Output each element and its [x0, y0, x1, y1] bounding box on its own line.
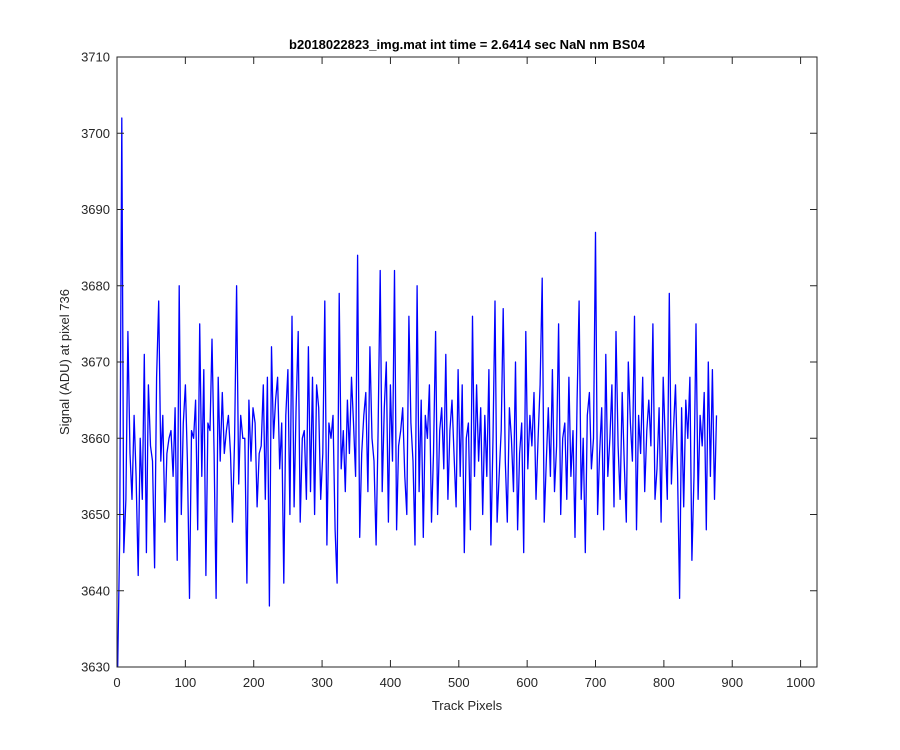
- x-tick-label: 200: [243, 675, 265, 690]
- y-tick-label: 3650: [81, 507, 110, 522]
- series-layer: [117, 117, 718, 668]
- y-tick-label: 3640: [81, 583, 110, 598]
- y-tick-label: 3700: [81, 126, 110, 141]
- x-tick-label: 400: [380, 675, 402, 690]
- plot-area: [117, 57, 817, 667]
- y-tick-label: 3690: [81, 202, 110, 217]
- series-line-0: [117, 117, 718, 668]
- x-axis-label: Track Pixels: [432, 698, 503, 713]
- ticks-layer: 0 100 200 300 400 500 600 700 800 900 1000 3630 3640…: [81, 50, 817, 690]
- x-tick-label: 1000: [786, 675, 815, 690]
- axes-box: [116, 56, 818, 668]
- y-tick-label: 3630: [81, 660, 110, 675]
- y-tick-label: 3710: [81, 50, 110, 65]
- x-tick-label: 100: [175, 675, 197, 690]
- x-tick-label: 500: [448, 675, 470, 690]
- x-tick-label: 800: [653, 675, 675, 690]
- y-axis-label: Signal (ADU) at pixel 736: [57, 289, 72, 435]
- y-tick-label: 3680: [81, 278, 110, 293]
- x-tick-label: 700: [585, 675, 607, 690]
- y-tick-label: 3670: [81, 355, 110, 370]
- y-tick-label: 3660: [81, 431, 110, 446]
- x-tick-label: 900: [721, 675, 743, 690]
- x-tick-label: 0: [113, 675, 120, 690]
- x-tick-label: 300: [311, 675, 333, 690]
- chart-title: b2018022823_img.mat int time = 2.6414 se…: [289, 37, 646, 52]
- x-tick-label: 600: [516, 675, 538, 690]
